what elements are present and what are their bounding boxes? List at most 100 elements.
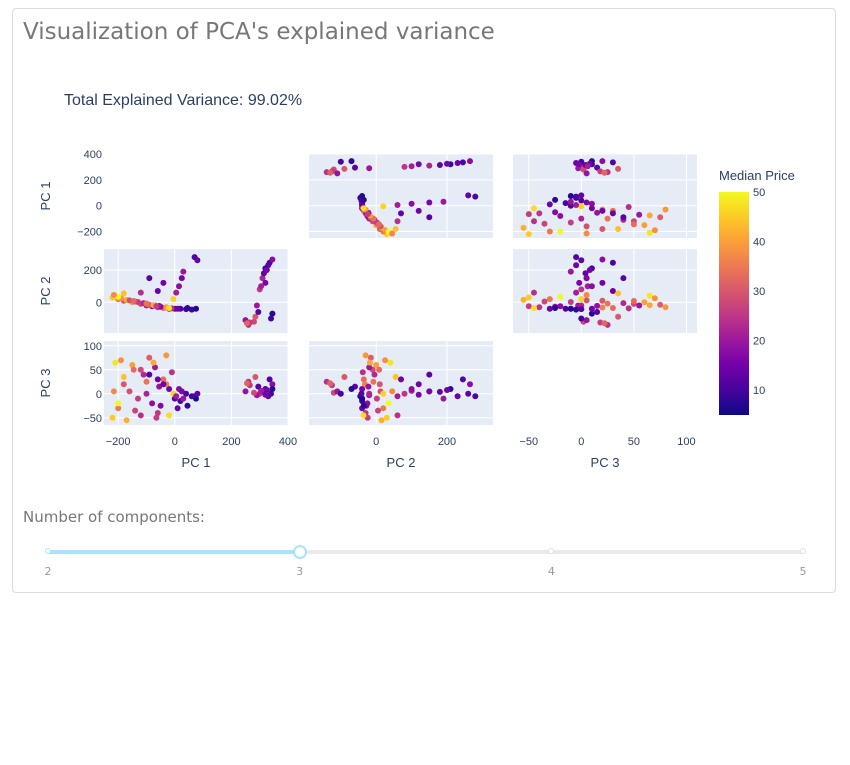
data-point[interactable] (263, 387, 270, 393)
data-point[interactable] (641, 222, 648, 229)
data-point[interactable] (467, 158, 473, 165)
matrix-cell-pc3-vs-pc1[interactable] (104, 341, 289, 425)
data-point[interactable] (383, 414, 390, 421)
data-point[interactable] (360, 402, 367, 409)
data-point[interactable] (252, 313, 259, 320)
slider-mark-label[interactable]: 3 (296, 565, 304, 578)
data-point[interactable] (552, 305, 559, 311)
data-point[interactable] (583, 317, 590, 324)
data-point[interactable] (609, 305, 616, 311)
data-point[interactable] (630, 221, 637, 228)
data-point[interactable] (112, 359, 119, 366)
data-point[interactable] (415, 391, 422, 398)
data-point[interactable] (137, 366, 144, 373)
data-point[interactable] (578, 296, 585, 303)
data-point[interactable] (146, 275, 153, 282)
data-point[interactable] (567, 198, 574, 205)
data-point[interactable] (641, 299, 648, 306)
data-point[interactable] (588, 310, 595, 317)
data-point[interactable] (137, 412, 144, 419)
data-point[interactable] (567, 268, 574, 275)
data-point[interactable] (599, 226, 606, 232)
data-point[interactable] (115, 405, 122, 412)
data-point[interactable] (266, 376, 273, 383)
data-point[interactable] (578, 197, 585, 204)
data-point[interactable] (341, 165, 348, 172)
data-point[interactable] (348, 386, 355, 392)
data-point[interactable] (389, 388, 396, 395)
data-point[interactable] (546, 201, 553, 208)
data-point[interactable] (376, 221, 383, 228)
slider-step-dot[interactable] (45, 548, 51, 554)
data-point[interactable] (541, 220, 548, 227)
data-point[interactable] (401, 390, 408, 397)
data-point[interactable] (426, 214, 433, 221)
data-point[interactable] (378, 417, 385, 424)
data-point[interactable] (360, 376, 367, 383)
data-point[interactable] (444, 387, 450, 393)
data-point[interactable] (129, 362, 136, 368)
data-point[interactable] (120, 381, 127, 388)
data-point[interactable] (178, 388, 185, 395)
data-point[interactable] (620, 300, 627, 307)
matrix-cell-pc1-vs-pc2[interactable] (309, 153, 493, 238)
data-point[interactable] (594, 302, 601, 309)
data-point[interactable] (531, 205, 537, 212)
data-point[interactable] (594, 309, 601, 315)
slider-step-dot[interactable] (548, 548, 555, 554)
data-point[interactable] (557, 228, 564, 235)
data-point[interactable] (394, 412, 401, 419)
data-point[interactable] (123, 417, 130, 424)
data-point[interactable] (359, 386, 366, 392)
data-point[interactable] (615, 165, 622, 172)
data-point[interactable] (426, 371, 433, 378)
data-point[interactable] (604, 215, 611, 222)
data-point[interactable] (135, 395, 141, 402)
data-point[interactable] (440, 198, 447, 205)
data-point[interactable] (382, 357, 389, 364)
data-point[interactable] (143, 390, 150, 397)
data-point[interactable] (376, 381, 383, 388)
data-point[interactable] (586, 267, 593, 273)
data-point[interactable] (578, 315, 585, 322)
data-point[interactable] (573, 289, 580, 296)
data-point[interactable] (366, 359, 373, 366)
slider-mark-label[interactable]: 5 (799, 565, 807, 578)
data-point[interactable] (373, 395, 380, 402)
data-point[interactable] (153, 414, 160, 421)
data-point[interactable] (392, 374, 399, 380)
data-point[interactable] (531, 218, 537, 225)
data-point[interactable] (525, 231, 532, 238)
data-point[interactable] (578, 215, 585, 222)
data-point[interactable] (258, 283, 265, 290)
data-point[interactable] (244, 380, 250, 387)
data-point[interactable] (646, 302, 653, 309)
data-point[interactable] (154, 288, 161, 294)
data-point[interactable] (415, 381, 422, 388)
data-point[interactable] (154, 410, 161, 416)
data-point[interactable] (263, 267, 270, 273)
data-point[interactable] (375, 407, 381, 414)
slider-mark-label[interactable]: 2 (44, 565, 52, 578)
data-point[interactable] (546, 305, 553, 312)
data-point[interactable] (398, 210, 404, 217)
data-point[interactable] (120, 374, 127, 380)
data-point[interactable] (110, 388, 117, 395)
data-point[interactable] (193, 395, 199, 402)
data-point[interactable] (576, 279, 583, 286)
data-point[interactable] (583, 199, 590, 206)
data-point[interactable] (625, 305, 632, 312)
data-point[interactable] (137, 289, 144, 296)
data-point[interactable] (436, 388, 443, 395)
data-point[interactable] (573, 306, 580, 313)
data-point[interactable] (651, 227, 658, 234)
matrix-cell-pc1-vs-pc3[interactable] (513, 153, 697, 238)
data-point[interactable] (160, 381, 167, 388)
data-point[interactable] (615, 290, 622, 297)
data-point[interactable] (143, 300, 150, 307)
data-point[interactable] (583, 230, 590, 237)
data-point[interactable] (599, 256, 606, 263)
data-point[interactable] (152, 364, 158, 371)
data-point[interactable] (467, 381, 473, 388)
data-point[interactable] (583, 292, 590, 298)
